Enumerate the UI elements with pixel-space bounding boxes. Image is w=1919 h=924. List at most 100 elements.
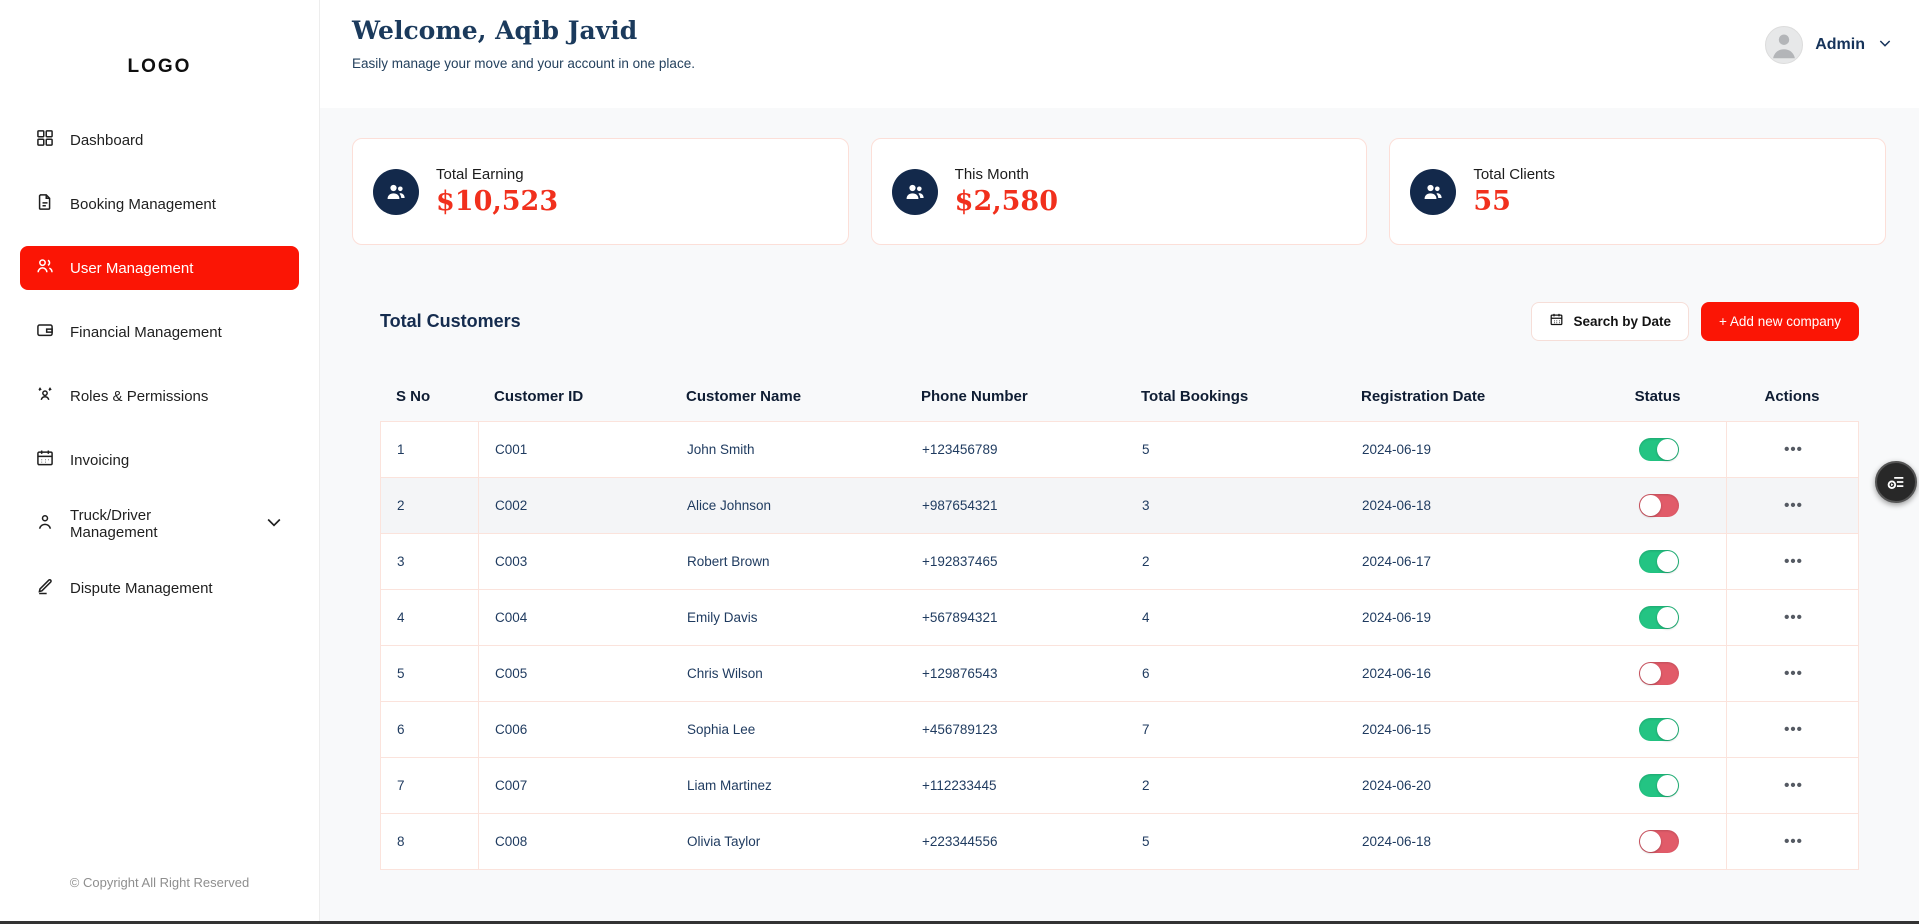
- sidebar-item-label: Truck/Driver Management: [70, 507, 158, 541]
- clients-icon: [373, 168, 419, 215]
- cell-customer-name: Robert Brown: [687, 554, 770, 569]
- sidebar-item-label: Financial Management: [70, 323, 222, 341]
- status-toggle[interactable]: [1638, 438, 1679, 461]
- table-row: 4 C004 Emily Davis +567894321 4 2024-06-…: [381, 589, 1858, 645]
- sidebar-item-dispute-management[interactable]: Dispute Management: [20, 566, 299, 610]
- status-toggle[interactable]: [1638, 774, 1679, 797]
- row-actions-button[interactable]: •••: [1784, 553, 1803, 570]
- user-menu[interactable]: Admin: [1765, 26, 1893, 64]
- stat-card-this-month: This Month $2,580: [870, 138, 1368, 245]
- sidebar-item-dashboard[interactable]: Dashboard: [20, 118, 299, 162]
- cell-s-no: 7: [381, 758, 479, 813]
- status-toggle[interactable]: [1638, 718, 1679, 741]
- grid-icon: [35, 128, 55, 152]
- sidebar-item-invoicing[interactable]: Invoicing: [20, 438, 299, 482]
- status-toggle[interactable]: [1638, 550, 1679, 573]
- column-header-s-no: S No: [396, 387, 431, 405]
- cell-s-no: 2: [381, 478, 479, 533]
- sidebar-item-label: Roles & Permissions: [70, 387, 209, 405]
- stat-value: 55: [1473, 186, 1511, 217]
- window-bottom-edge: [0, 921, 1919, 924]
- sidebar-item-truck-driver-management[interactable]: Truck/Driver Management: [20, 502, 299, 546]
- avatar: [1765, 26, 1804, 64]
- sidebar-item-label: Invoicing: [70, 451, 130, 469]
- users-icon: [35, 256, 55, 280]
- cell-s-no: 4: [381, 590, 479, 645]
- column-header-status: Status: [1634, 387, 1681, 405]
- cell-bookings: 7: [1142, 722, 1150, 737]
- wallet-icon: [35, 320, 55, 344]
- cell-customer-name: Emily Davis: [687, 610, 758, 625]
- cell-reg-date: 2024-06-18: [1362, 498, 1432, 513]
- cell-bookings: 5: [1142, 442, 1150, 457]
- cell-s-no: 6: [381, 702, 479, 757]
- accessibility-widget-button[interactable]: [1875, 461, 1917, 503]
- main-area: Welcome, Aqib Javid Easily manage your m…: [320, 0, 1919, 924]
- sidebar-item-user-management[interactable]: User Management: [20, 246, 299, 290]
- cell-phone: +223344556: [922, 834, 998, 849]
- sidebar-item-label: Dispute Management: [70, 579, 213, 597]
- table-row: 3 C003 Robert Brown +192837465 2 2024-06…: [381, 533, 1858, 589]
- sidebar-item-booking-management[interactable]: Booking Management: [20, 182, 299, 226]
- roles-permissions-icon: [35, 384, 55, 408]
- pencil-icon: [35, 576, 55, 600]
- column-header-customer-id: Customer ID: [494, 387, 584, 405]
- table-row: 2 C002 Alice Johnson +987654321 3 2024-0…: [381, 477, 1858, 533]
- row-actions-button[interactable]: •••: [1784, 833, 1803, 850]
- stat-value: $2,580: [954, 186, 1059, 217]
- status-toggle[interactable]: [1638, 606, 1679, 629]
- cell-customer-name: Liam Martinez: [687, 778, 772, 793]
- cell-s-no: 1: [381, 422, 479, 477]
- row-actions-button[interactable]: •••: [1784, 441, 1803, 458]
- row-actions-button[interactable]: •••: [1784, 665, 1803, 682]
- cell-phone: +456789123: [922, 722, 998, 737]
- customers-table: S No Customer ID Customer Name Phone Num…: [380, 371, 1859, 870]
- cell-bookings: 3: [1142, 498, 1150, 513]
- column-header-customer-name: Customer Name: [686, 387, 802, 405]
- stat-label: Total Clients: [1473, 166, 1556, 183]
- add-new-company-button[interactable]: + Add new company: [1701, 301, 1859, 341]
- row-actions-button[interactable]: •••: [1784, 777, 1803, 794]
- sidebar-item-financial-management[interactable]: Financial Management: [20, 310, 299, 354]
- calendar-icon: [1549, 312, 1564, 330]
- cell-phone: +567894321: [922, 610, 998, 625]
- cell-phone: +192837465: [922, 554, 998, 569]
- stat-card-total-earning: Total Earning $10,523: [352, 138, 849, 245]
- sidebar-item-label: User Management: [70, 259, 194, 277]
- calendar-icon: [35, 448, 55, 472]
- table-row: 1 C001 John Smith +123456789 5 2024-06-1…: [381, 421, 1858, 477]
- stat-cards: Total Earning $10,523 This Month $2,580: [320, 108, 1919, 245]
- sidebar-item-roles-permissions[interactable]: Roles & Permissions: [20, 374, 299, 418]
- cell-customer-name: Chris Wilson: [687, 666, 763, 681]
- cell-customer-id: C004: [495, 610, 528, 625]
- column-header-phone-number: Phone Number: [921, 387, 1028, 405]
- cell-reg-date: 2024-06-16: [1362, 666, 1432, 681]
- search-by-date-label: Search by Date: [1573, 313, 1672, 329]
- content-area: Total Earning $10,523 This Month $2,580: [320, 108, 1919, 921]
- table-row: 6 C006 Sophia Lee +456789123 7 2024-06-1…: [381, 701, 1858, 757]
- cell-bookings: 6: [1142, 666, 1150, 681]
- table-row: 5 C005 Chris Wilson +129876543 6 2024-06…: [381, 645, 1858, 701]
- cell-customer-id: C003: [495, 554, 528, 569]
- column-header-registration-date: Registration Date: [1361, 387, 1486, 405]
- cell-customer-id: C006: [495, 722, 528, 737]
- cell-phone: +112233445: [922, 778, 997, 793]
- sidebar-nav: Dashboard Booking Management User Manage…: [0, 118, 319, 610]
- stat-card-total-clients: Total Clients 55: [1389, 138, 1887, 245]
- row-actions-button[interactable]: •••: [1784, 721, 1803, 738]
- status-toggle[interactable]: [1638, 662, 1679, 685]
- cell-customer-id: C001: [495, 442, 528, 457]
- cell-s-no: 3: [381, 534, 479, 589]
- status-toggle[interactable]: [1638, 830, 1679, 853]
- cell-customer-id: C008: [495, 834, 528, 849]
- cell-phone: +129876543: [922, 666, 998, 681]
- cell-reg-date: 2024-06-19: [1362, 610, 1432, 625]
- row-actions-button[interactable]: •••: [1784, 609, 1803, 626]
- cell-reg-date: 2024-06-20: [1362, 778, 1432, 793]
- sidebar: LOGO Dashboard Booking Management User M…: [0, 0, 320, 924]
- search-by-date-button[interactable]: Search by Date: [1531, 301, 1690, 341]
- cell-reg-date: 2024-06-19: [1362, 442, 1432, 457]
- cell-bookings: 4: [1142, 610, 1150, 625]
- row-actions-button[interactable]: •••: [1784, 497, 1803, 514]
- status-toggle[interactable]: [1638, 494, 1679, 517]
